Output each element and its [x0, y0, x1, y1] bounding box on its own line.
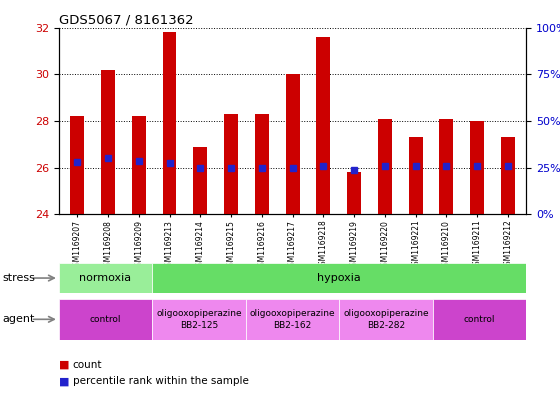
Bar	[339, 299, 433, 340]
Bar	[378, 119, 392, 214]
Text: normoxia: normoxia	[80, 273, 132, 283]
Bar	[440, 119, 454, 214]
Bar	[193, 147, 207, 214]
Bar	[152, 299, 246, 340]
Text: oligooxopiperazine
BB2-282: oligooxopiperazine BB2-282	[343, 309, 429, 330]
Bar	[316, 37, 330, 214]
Bar	[59, 299, 152, 340]
Bar	[409, 137, 423, 214]
Bar	[255, 114, 269, 214]
Bar	[71, 116, 84, 214]
Bar	[433, 299, 526, 340]
Text: oligooxopiperazine
BB2-162: oligooxopiperazine BB2-162	[250, 309, 335, 330]
Text: percentile rank within the sample: percentile rank within the sample	[73, 376, 249, 386]
Bar	[470, 121, 484, 214]
Bar	[347, 172, 361, 214]
Text: stress: stress	[3, 273, 36, 283]
Bar	[152, 263, 526, 293]
Bar	[162, 32, 176, 214]
Bar	[224, 114, 238, 214]
Bar	[246, 299, 339, 340]
Text: count: count	[73, 360, 102, 370]
Text: ■: ■	[59, 360, 69, 370]
Text: control: control	[90, 315, 122, 324]
Bar	[101, 70, 115, 214]
Text: agent: agent	[3, 314, 35, 324]
Text: ■: ■	[59, 376, 69, 386]
Text: control: control	[464, 315, 496, 324]
Bar	[132, 116, 146, 214]
Text: oligooxopiperazine
BB2-125: oligooxopiperazine BB2-125	[156, 309, 242, 330]
Text: hypoxia: hypoxia	[318, 273, 361, 283]
Bar	[286, 74, 300, 214]
Bar	[501, 137, 515, 214]
Bar	[59, 263, 152, 293]
Text: GDS5067 / 8161362: GDS5067 / 8161362	[59, 14, 193, 27]
